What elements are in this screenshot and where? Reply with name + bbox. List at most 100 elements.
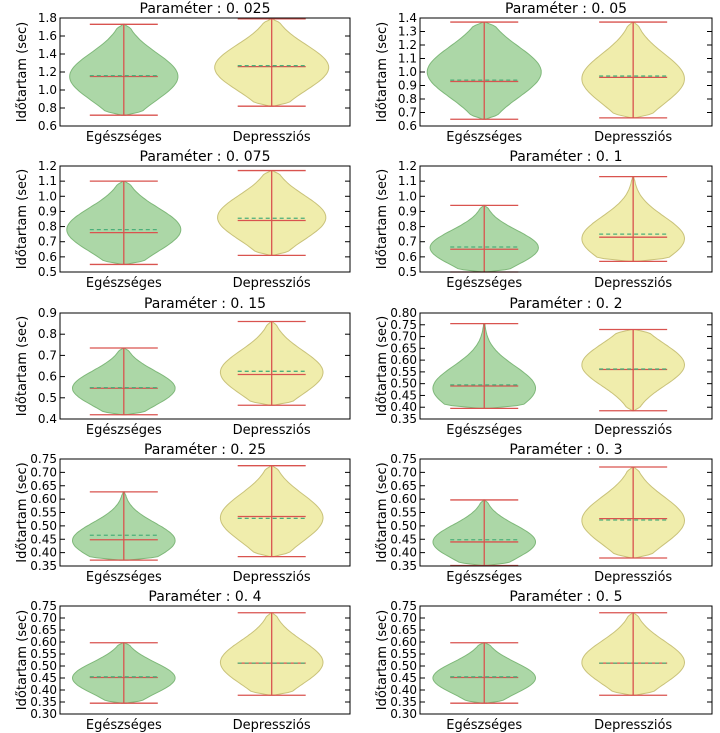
subplot-title: Paraméter : 0. 05 — [505, 1, 627, 17]
x-category-label: Egészséges — [86, 423, 162, 438]
axes-frame — [59, 312, 351, 420]
y-tick-label: 0.6 — [38, 250, 57, 264]
x-category-label: Egészséges — [86, 718, 162, 733]
y-tick-label: 0.60 — [390, 492, 417, 506]
y-axis-label: Időtartam (sec) — [375, 169, 390, 269]
x-category-label: Egészséges — [86, 570, 162, 585]
violin-subplot: Paraméter : 0. 15 Időtartam (sec) Egészség… — [15, 296, 351, 438]
axes-frame — [59, 458, 351, 567]
x-category-label: Depressziós — [233, 423, 311, 438]
y-tick-label: 0.35 — [390, 695, 417, 709]
y-tick-label: 1.2 — [398, 38, 417, 52]
subplot-title: Paraméter : 0. 3 — [509, 442, 622, 458]
axes-frame — [59, 605, 351, 715]
y-tick-label: 0.35 — [30, 695, 57, 709]
y-axis-label: Időtartam (sec) — [375, 462, 390, 562]
y-tick-label: 0.35 — [30, 559, 57, 573]
y-tick-label: 1.1 — [398, 52, 417, 66]
x-category-label: Depressziós — [233, 570, 311, 585]
y-tick-label: 1.2 — [38, 65, 57, 79]
y-axis-label: Időtartam (sec) — [375, 22, 390, 122]
x-category-label: Depressziós — [594, 570, 672, 585]
y-tick-label: 1.4 — [38, 47, 57, 61]
axes-frame — [59, 165, 351, 273]
subplot-title: Paraméter : 0. 4 — [148, 589, 261, 605]
subplot-title: Paraméter : 0. 25 — [144, 442, 266, 458]
violin-subplot: Paraméter : 0. 4 Időtartam (sec) Egészsége… — [15, 589, 351, 733]
subplot-title: Paraméter : 0. 1 — [509, 149, 622, 165]
x-category-label: Depressziós — [594, 130, 672, 145]
y-tick-label: 0.40 — [390, 546, 417, 560]
y-tick-label: 0.9 — [38, 306, 57, 320]
x-category-label: Egészséges — [446, 276, 522, 291]
y-tick-label: 0.7 — [398, 235, 417, 249]
y-tick-label: 0.8 — [398, 220, 417, 234]
y-tick-label: 0.9 — [398, 204, 417, 218]
y-tick-label: 0.70 — [390, 330, 417, 344]
x-category-label: Depressziós — [594, 276, 672, 291]
y-tick-label: 0.75 — [30, 599, 57, 613]
x-category-label: Depressziós — [233, 130, 311, 145]
y-tick-label: 0.75 — [30, 452, 57, 466]
y-tick-label: 1.8 — [38, 11, 57, 25]
y-tick-label: 0.75 — [390, 452, 417, 466]
y-tick-label: 0.6 — [398, 250, 417, 264]
y-tick-label: 0.8 — [38, 101, 57, 115]
y-tick-label: 0.70 — [30, 611, 57, 625]
y-tick-label: 0.5 — [38, 265, 57, 279]
y-tick-label: 0.40 — [30, 546, 57, 560]
subplot-title: Paraméter : 0. 2 — [509, 296, 622, 312]
y-tick-label: 0.7 — [38, 235, 57, 249]
y-tick-label: 0.65 — [390, 341, 417, 355]
y-tick-label: 0.35 — [390, 559, 417, 573]
y-axis-label: Időtartam (sec) — [15, 462, 30, 562]
y-tick-label: 0.6 — [38, 370, 57, 384]
violin-subplot: Paraméter : 0. 025 Időtartam (sec) Egészsé… — [15, 1, 351, 145]
y-tick-label: 0.60 — [390, 353, 417, 367]
y-tick-label: 0.65 — [390, 479, 417, 493]
y-tick-label: 0.50 — [30, 659, 57, 673]
y-tick-label: 0.55 — [390, 365, 417, 379]
y-tick-label: 0.55 — [30, 506, 57, 520]
y-tick-label: 0.6 — [398, 119, 417, 133]
y-tick-label: 0.80 — [390, 306, 417, 320]
y-axis-label: Időtartam (sec) — [15, 316, 30, 416]
y-tick-label: 0.45 — [390, 388, 417, 402]
y-tick-label: 1.3 — [398, 25, 417, 39]
y-tick-label: 0.5 — [398, 265, 417, 279]
violin-subplot: Paraméter : 0. 1 Időtartam (sec) Egészsége… — [375, 149, 713, 291]
x-category-label: Egészséges — [86, 130, 162, 145]
y-tick-label: 0.70 — [30, 465, 57, 479]
y-tick-label: 0.30 — [390, 707, 417, 721]
axes-frame — [419, 605, 713, 715]
violin-subplot: Paraméter : 0. 075 Időtartam (sec) Egészsé… — [15, 149, 351, 291]
y-tick-label: 0.65 — [390, 623, 417, 637]
y-tick-label: 0.50 — [390, 377, 417, 391]
violin-subplot: Paraméter : 0. 05 Időtartam (sec) Egészség… — [375, 1, 713, 145]
axes-frame — [419, 458, 713, 567]
y-axis-label: Időtartam (sec) — [15, 22, 30, 122]
y-tick-label: 0.55 — [30, 647, 57, 661]
y-tick-label: 0.45 — [390, 671, 417, 685]
y-tick-label: 0.65 — [30, 623, 57, 637]
x-category-label: Egészséges — [446, 423, 522, 438]
violin-subplot: Paraméter : 0. 3 Időtartam (sec) Egészsége… — [375, 442, 713, 585]
y-tick-label: 0.70 — [390, 611, 417, 625]
y-tick-label: 0.75 — [390, 599, 417, 613]
y-tick-label: 0.7 — [398, 106, 417, 120]
violin-subplot: Paraméter : 0. 25 Időtartam (sec) Egészség… — [15, 442, 351, 585]
y-tick-label: 0.6 — [38, 119, 57, 133]
x-category-label: Egészséges — [446, 718, 522, 733]
y-tick-label: 0.50 — [390, 659, 417, 673]
y-axis-label: Időtartam (sec) — [15, 610, 30, 710]
y-tick-label: 0.75 — [390, 318, 417, 332]
y-axis-label: Időtartam (sec) — [375, 316, 390, 416]
x-category-label: Depressziós — [233, 718, 311, 733]
y-tick-label: 1.1 — [38, 174, 57, 188]
y-tick-label: 1.6 — [38, 29, 57, 43]
y-tick-label: 1.0 — [38, 189, 57, 203]
y-axis-label: Időtartam (sec) — [15, 169, 30, 269]
x-category-label: Depressziós — [233, 276, 311, 291]
y-tick-label: 0.65 — [30, 479, 57, 493]
x-category-label: Egészséges — [86, 276, 162, 291]
